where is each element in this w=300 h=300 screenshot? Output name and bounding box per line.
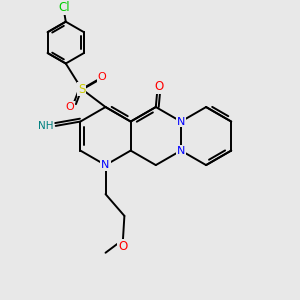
Text: N: N [177, 146, 185, 156]
Text: Cl: Cl [58, 1, 70, 14]
Text: N: N [177, 117, 185, 127]
Text: O: O [154, 80, 163, 93]
Text: N: N [101, 160, 110, 170]
Text: O: O [118, 240, 128, 253]
Text: S: S [78, 82, 85, 95]
Text: O: O [98, 72, 106, 82]
Text: NH: NH [38, 121, 53, 131]
Text: O: O [65, 102, 74, 112]
